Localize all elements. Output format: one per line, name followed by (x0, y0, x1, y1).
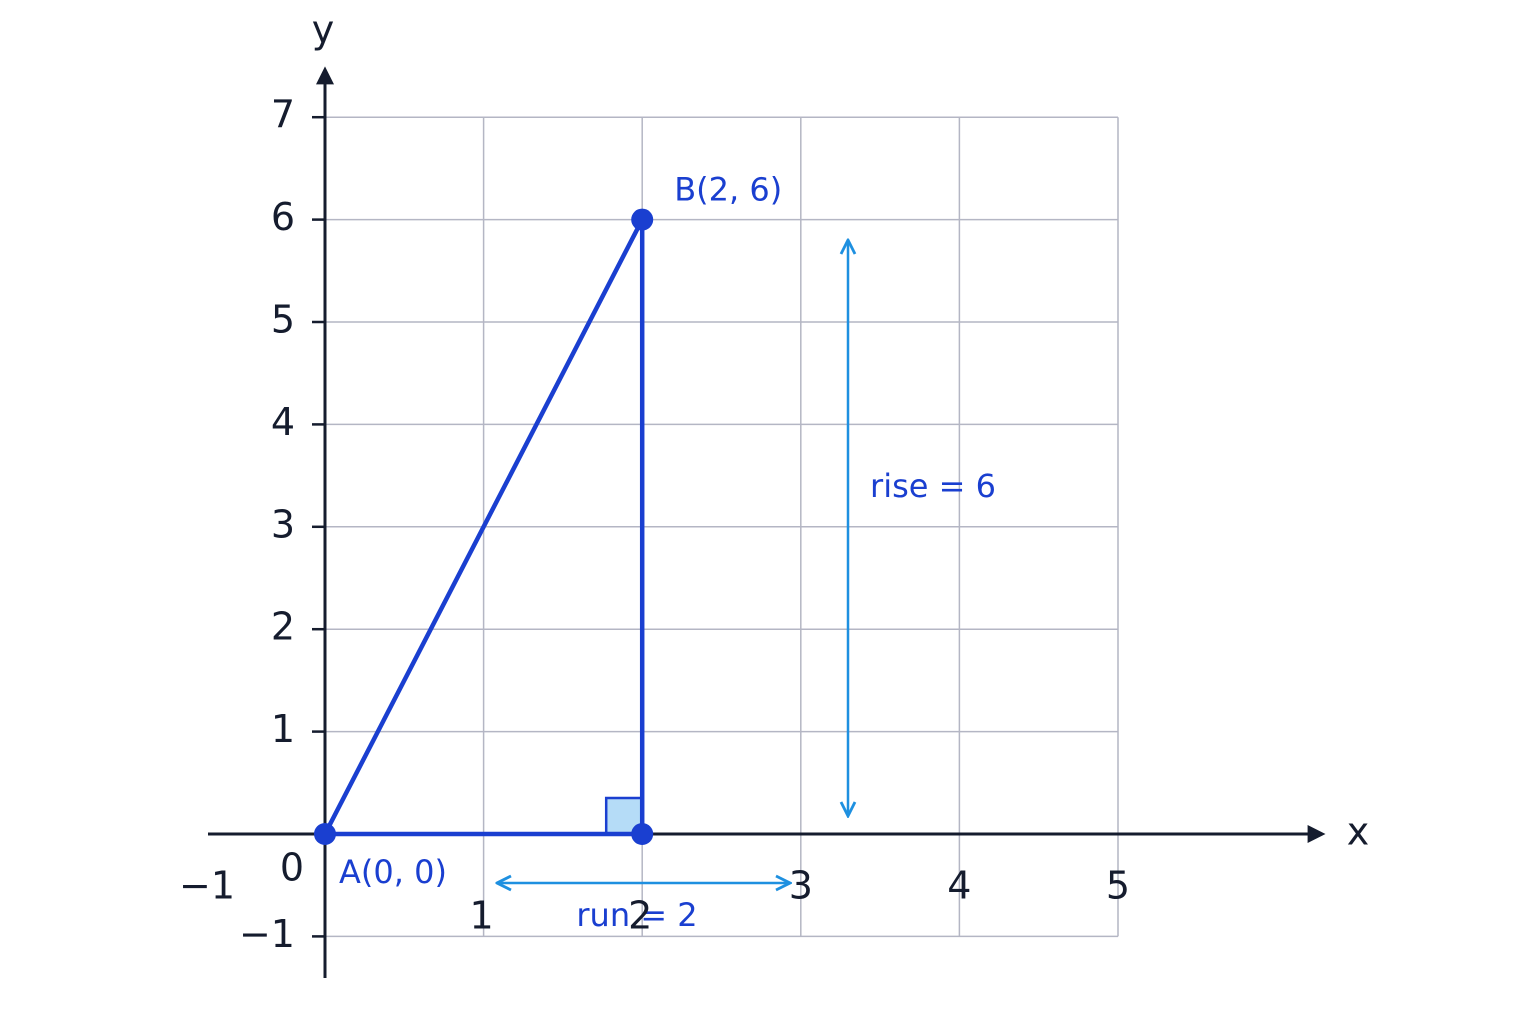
point-label: A(0, 0) (339, 853, 447, 891)
point-label: B(2, 6) (674, 171, 782, 209)
y-tick-label: 1 (271, 707, 295, 751)
y-tick-label: 5 (271, 298, 295, 342)
x-tick-label: 1 (470, 894, 494, 938)
x-tick-label: 2 (628, 894, 652, 938)
y-tick-label: −1 (239, 912, 295, 956)
x-tick-label: 5 (1106, 864, 1130, 908)
x-tick-label: −1 (179, 864, 235, 908)
origin-label: 0 (280, 846, 304, 890)
y-tick-label: 3 (271, 502, 295, 546)
point (631, 823, 654, 845)
x-tick-label: 3 (789, 864, 813, 908)
x-tick-label: 4 (947, 864, 971, 908)
triangle (322, 217, 645, 837)
rise-label: rise = 6 (870, 467, 996, 505)
y-tick-label: 2 (271, 605, 295, 649)
y-axis-label: y (312, 8, 335, 52)
x-axis-label: x (1347, 810, 1370, 854)
y-tick-label: 7 (271, 93, 295, 137)
point (314, 823, 336, 845)
point (631, 208, 654, 231)
y-tick-label: 4 (271, 400, 295, 444)
y-tick-label: 6 (271, 195, 295, 239)
run-label: run = 2 (576, 896, 697, 934)
